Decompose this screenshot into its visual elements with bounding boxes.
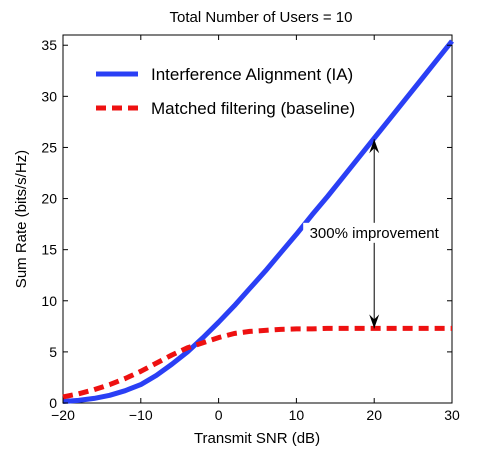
- legend: Interference Alignment (IA) Matched filt…: [96, 65, 355, 118]
- x-tick-label: 10: [289, 407, 305, 423]
- x-tick-label: 0: [215, 407, 223, 423]
- series-layer: [62, 39, 454, 404]
- y-tick-label: 25: [41, 139, 57, 155]
- x-axis: −20 −10 0 10 20 30: [51, 35, 460, 423]
- legend-label-mf: Matched filtering (baseline): [151, 99, 355, 118]
- y-tick-label: 35: [41, 37, 57, 53]
- y-axis-title: Sum Rate (bits/s/Hz): [13, 150, 30, 288]
- plot-area: 300% improvement: [62, 34, 454, 404]
- improvement-arrow-head-bottom: [369, 314, 380, 329]
- series-line-ia: [62, 39, 454, 404]
- annotation-label: 300% improvement: [310, 225, 440, 242]
- x-tick-label: −10: [129, 407, 153, 423]
- y-tick-label: 10: [41, 293, 57, 309]
- y-tick-label: 30: [41, 88, 57, 104]
- chart-title: Total Number of Users = 10: [170, 9, 353, 26]
- x-axis-title: Transmit SNR (dB): [194, 430, 320, 447]
- series-line-mf: [62, 325, 452, 400]
- x-tick-label: 30: [444, 407, 460, 423]
- x-tick-label: −20: [51, 407, 75, 423]
- plot-frame: [62, 34, 453, 404]
- y-tick-label: 15: [41, 242, 57, 258]
- y-tick-label: 20: [41, 191, 57, 207]
- improvement-arrow-head-top: [369, 139, 380, 154]
- annotation-layer: 300% improvement: [303, 139, 446, 329]
- annotation-bg: [303, 222, 446, 243]
- y-tick-label: 5: [49, 344, 57, 360]
- legend-label-ia: Interference Alignment (IA): [151, 65, 353, 84]
- x-tick-label: 20: [366, 407, 382, 423]
- y-axis: 0 5 10 15 20 25 30 35: [41, 37, 452, 411]
- y-tick-label: 0: [49, 395, 57, 411]
